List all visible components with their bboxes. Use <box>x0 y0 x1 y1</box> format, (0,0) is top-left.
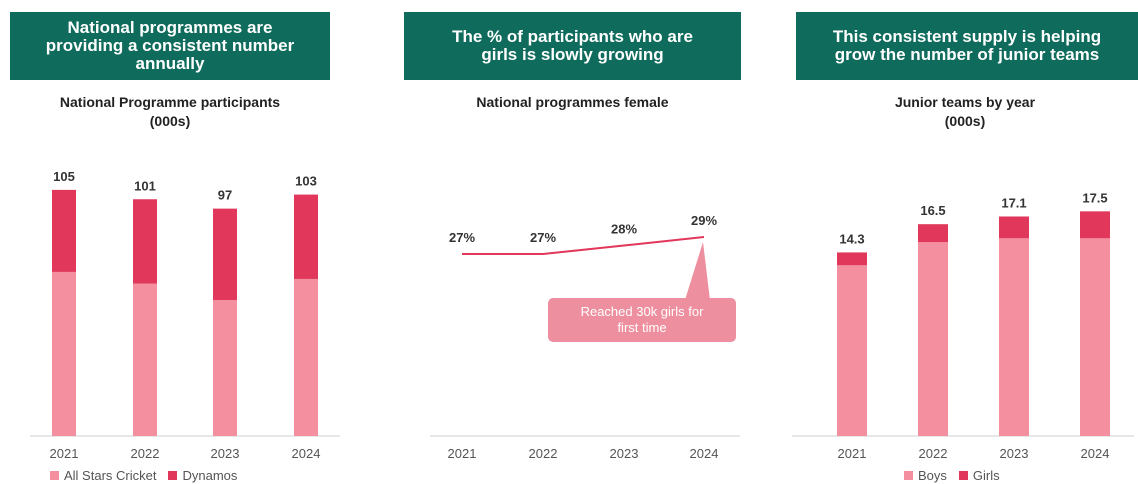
junior-teams-bar-girls-2021 <box>837 252 867 266</box>
participants-bar-all-stars-cricket-2021 <box>52 271 76 436</box>
participants-total-label-2022: 101 <box>134 178 156 193</box>
junior-teams-bar-boys-2023 <box>999 238 1029 436</box>
legend-label-all-stars: All Stars Cricket <box>64 468 157 483</box>
legend-item-dynamos: Dynamos <box>168 468 237 483</box>
female-value-label-2024: 29% <box>691 213 717 228</box>
participants-tick-label-2022: 2022 <box>131 446 160 461</box>
participants-banner: National programmes are providing a cons… <box>10 12 330 80</box>
participants-bar-dynamos-2021 <box>52 189 76 272</box>
participants-bar-dynamos-2023 <box>213 208 237 301</box>
participants-bar-all-stars-cricket-2022 <box>133 283 157 436</box>
junior-teams-chart-title: Junior teams by year (000s) <box>894 94 1036 129</box>
legend-swatch-boys <box>904 471 913 480</box>
legend-label-boys: Boys <box>918 468 947 483</box>
junior-teams-total-label-2023: 17.1 <box>1001 195 1026 210</box>
legend-swatch-girls <box>958 471 968 480</box>
junior-teams-bar-girls-2022 <box>918 224 948 243</box>
female-tick-label-2023: 2023 <box>610 446 639 461</box>
junior-teams-bar-boys-2024 <box>1080 238 1110 436</box>
female-tick-label-2021: 2021 <box>448 446 477 461</box>
junior-teams-bar-boys-2022 <box>918 242 948 436</box>
junior-teams-bar-boys-2021 <box>837 265 867 436</box>
legend-swatch-all-stars <box>50 471 59 480</box>
female-value-label-2021: 27% <box>449 230 475 245</box>
junior-teams-chart: 14.3 2021 16.5 2022 17.1 2023 17.5 2024 <box>792 190 1134 461</box>
participants-bar-all-stars-cricket-2023 <box>213 300 237 436</box>
legend-label-dynamos: Dynamos <box>182 468 238 483</box>
junior-teams-tick-label-2022: 2022 <box>919 446 948 461</box>
female-chart: 27% 2021 27% 2022 28% 2023 29% 2024 <box>430 213 740 461</box>
participants-panel: National programmes are providing a cons… <box>0 0 340 484</box>
participants-bar-all-stars-cricket-2024 <box>294 278 318 436</box>
junior-teams-panel: This consistent supply is helping grow t… <box>792 0 1138 484</box>
female-value-label-2022: 27% <box>530 230 556 245</box>
participants-bar-dynamos-2024 <box>294 194 318 279</box>
legend-swatch-dynamos <box>168 471 178 480</box>
female-chart-title: National programmes female <box>476 94 669 110</box>
participants-chart-title: National Programme participants (000s) <box>59 94 281 129</box>
legend-label-girls: Girls <box>972 468 1000 483</box>
participants-chart: 105 2021 101 2022 97 2023 103 2024 <box>30 169 340 461</box>
participants-legend: All Stars Cricket Dynamos <box>50 468 237 483</box>
female-tick-label-2022: 2022 <box>529 446 558 461</box>
female-series-line <box>462 236 705 255</box>
participants-total-label-2024: 103 <box>295 174 317 189</box>
legend-item-boys: Boys <box>904 468 947 483</box>
participants-bar-dynamos-2022 <box>133 199 157 284</box>
legend-item-girls: Girls <box>958 468 1000 483</box>
junior-teams-total-label-2024: 17.5 <box>1082 190 1107 205</box>
female-tick-label-2024: 2024 <box>690 446 719 461</box>
legend-item-all-stars: All Stars Cricket <box>50 468 156 483</box>
participants-total-label-2021: 105 <box>53 169 75 184</box>
participants-tick-label-2024: 2024 <box>292 446 321 461</box>
female-banner: The % of participants who are girls is s… <box>404 12 741 80</box>
participants-total-label-2023: 97 <box>218 188 232 203</box>
participants-tick-label-2023: 2023 <box>211 446 240 461</box>
junior-teams-tick-label-2023: 2023 <box>1000 446 1029 461</box>
girls-milestone-callout: Reached 30k girls for first time <box>548 298 736 342</box>
junior-teams-bar-girls-2023 <box>999 216 1029 239</box>
junior-teams-banner: This consistent supply is helping grow t… <box>796 12 1138 80</box>
female-value-label-2023: 28% <box>611 222 637 237</box>
participants-tick-label-2021: 2021 <box>50 446 79 461</box>
junior-teams-tick-label-2024: 2024 <box>1081 446 1110 461</box>
female-panel: The % of participants who are girls is s… <box>400 0 745 484</box>
junior-teams-legend: Boys Girls <box>904 468 1000 483</box>
junior-teams-total-label-2022: 16.5 <box>920 203 945 218</box>
junior-teams-bar-girls-2024 <box>1080 211 1110 239</box>
callout-pointer <box>685 242 710 300</box>
junior-teams-tick-label-2021: 2021 <box>838 446 867 461</box>
junior-teams-total-label-2021: 14.3 <box>839 231 864 246</box>
